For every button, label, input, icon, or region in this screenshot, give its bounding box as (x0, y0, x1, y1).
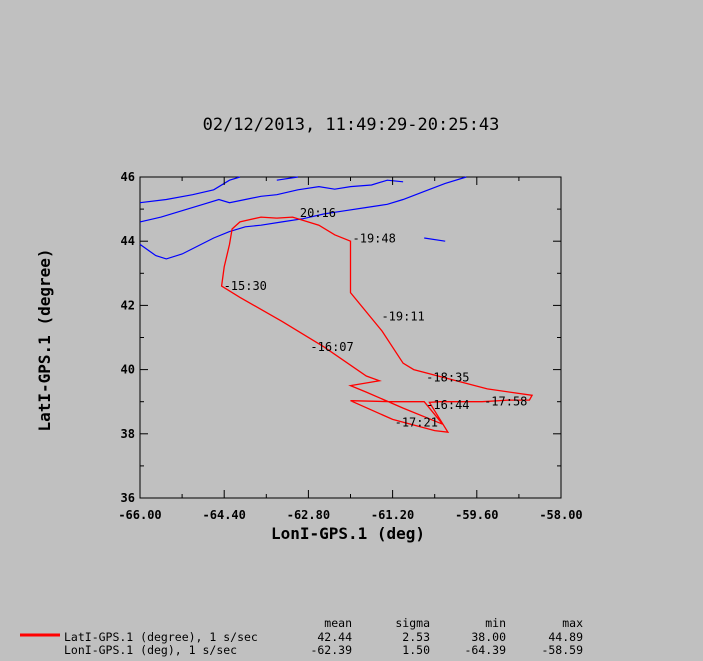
coastline-segment (139, 179, 404, 223)
time-annotation: -19:11 (381, 310, 424, 324)
time-annotation: -16:07 (310, 340, 353, 354)
coastline-segment (424, 237, 446, 242)
time-annotation: -17:58 (484, 395, 527, 409)
legend-lat-max: 44.89 (548, 630, 583, 644)
legend-header-sigma: sigma (395, 616, 430, 630)
x-tick-label: -61.20 (371, 508, 414, 522)
x-tick-label: -59.60 (455, 508, 498, 522)
coastline-segment (139, 176, 467, 260)
x-tick-label: -64.40 (203, 508, 246, 522)
legend-lat-sigma: 2.53 (402, 630, 430, 644)
legend-header-mean: mean (324, 616, 352, 630)
y-axis-label: LatI-GPS.1 (degree) (35, 248, 54, 431)
legend-lat-min: 38.00 (471, 630, 506, 644)
legend-header-min: min (485, 616, 506, 630)
time-annotation: 20:16 (300, 206, 336, 220)
legend-header-max: max (562, 616, 583, 630)
plot-area (139, 176, 562, 499)
time-annotations: -15:30 -16:07 -16:44 -17:21 -17:58 -18:35 -19:… (224, 206, 528, 430)
y-tick-label: 36 (121, 491, 135, 505)
y-tick-label: 44 (121, 234, 135, 248)
x-tick-label: -66.00 (118, 508, 161, 522)
legend-lon-max: -58.59 (541, 643, 583, 657)
stats-legend: mean sigma min max LatI-GPS.1 (degree), … (20, 616, 583, 657)
legend-lon-sigma: 1.50 (402, 643, 430, 657)
lat-series-line (220, 216, 534, 434)
y-tick-label: 38 (121, 427, 135, 441)
coastline-segment (139, 176, 241, 204)
x-tick-label: -58.00 (539, 508, 582, 522)
x-tick-label: -62.80 (287, 508, 330, 522)
legend-lon-mean: -62.39 (310, 643, 352, 657)
chart-title: 02/12/2013, 11:49:29-20:25:43 (203, 115, 500, 135)
legend-label-lat: LatI-GPS.1 (degree), 1 s/sec (64, 630, 258, 644)
time-annotation: -19:48 (353, 232, 396, 246)
time-annotation: -15:30 (224, 279, 267, 293)
x-axis-label: LonI-GPS.1 (deg) (271, 524, 425, 543)
coastline-segment (276, 176, 298, 181)
coastline (139, 176, 467, 260)
legend-lon-min: -64.39 (464, 643, 506, 657)
time-annotation: -16:44 (426, 398, 469, 412)
flight-track (220, 216, 534, 434)
time-annotation: -17:21 (395, 416, 438, 430)
legend-label-lon: LonI-GPS.1 (deg), 1 s/sec (64, 643, 237, 657)
y-tick-label: 46 (121, 170, 135, 184)
time-annotation: -18:35 (426, 371, 469, 385)
legend-lat-mean: 42.44 (317, 630, 352, 644)
y-tick-label: 40 (121, 363, 135, 377)
axis-ticks: -66.00 -64.40 -62.80 -61.20 -59.60 -58.00 36 38… (118, 170, 582, 522)
y-tick-label: 42 (121, 298, 135, 312)
